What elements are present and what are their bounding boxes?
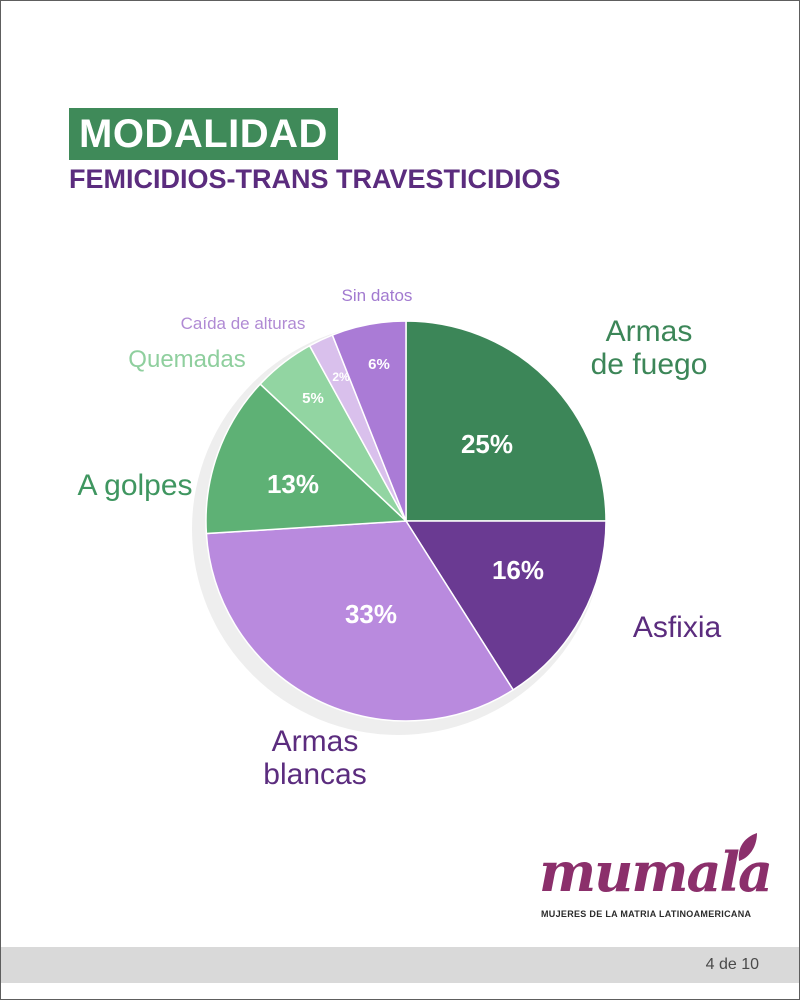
pie-slice — [405, 320, 607, 522]
logo-wordmark: mumala — [539, 840, 773, 904]
slice-category-label: Armas de fuego — [591, 315, 708, 381]
slice-percent-label: 6% — [368, 356, 390, 373]
logo-tagline: MUJERES DE LA MATRIA LATINOAMERICANA — [541, 909, 752, 919]
slice-percent-label: 13% — [267, 469, 319, 499]
footer-bar: 4 de 10 — [1, 947, 799, 983]
slice-percent-label: 33% — [345, 599, 397, 629]
page-subtitle: FEMICIDIOS-TRANS TRAVESTICIDIOS — [69, 164, 561, 194]
slice-category-label: Caída de alturas — [181, 314, 306, 333]
pie-slices — [205, 320, 607, 722]
slice-category-label: Quemadas — [128, 346, 245, 373]
page-title: MODALIDAD — [69, 108, 338, 160]
pie-slice — [205, 383, 408, 535]
slice-percent-label: 16% — [492, 555, 544, 585]
slice-percent-label: 2% — [332, 370, 350, 384]
pie-slice — [205, 520, 515, 722]
slice-category-label: Armas blancas — [263, 725, 366, 791]
pie-percent-labels: 25% 16% 33% 13% 5% 2% 6% — [267, 356, 544, 629]
mumala-logo: mumala MUJERES DE LA MATRIA LATINOAMERIC… — [539, 831, 773, 931]
slice-category-label: Asfixia — [633, 611, 722, 644]
page-number: 4 de 10 — [705, 956, 759, 973]
slice-category-label: Sin datos — [342, 286, 413, 305]
pie-slice — [331, 320, 407, 522]
leaf-icon — [738, 833, 757, 861]
pie-slice — [404, 520, 607, 691]
slice-percent-label: 5% — [302, 390, 324, 407]
pie-category-labels: Armas de fuego Asfixia Armas blancas A golpes… — [77, 286, 721, 791]
slice-category-label: A golpes — [77, 469, 192, 502]
slice-percent-label: 25% — [461, 429, 513, 459]
pie-chart: 25%16%33%13%5%2%6% Armas de fuegoAsfixiaA… — [77, 286, 721, 791]
